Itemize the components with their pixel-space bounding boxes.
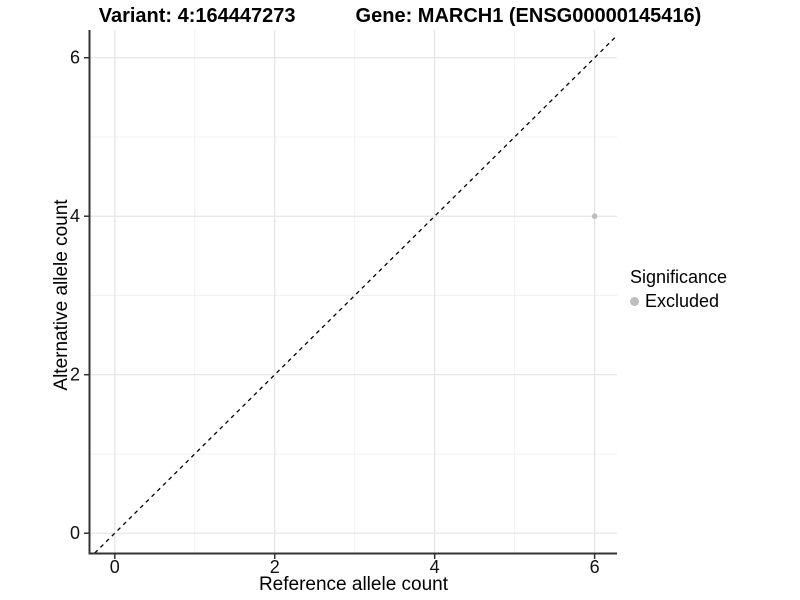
- y-tick-label: 0: [70, 523, 80, 543]
- legend-entry: Excluded: [630, 290, 727, 313]
- identity-dashed-line: [94, 35, 618, 554]
- plot-title-gene: Gene: MARCH1 (ENSG00000145416): [355, 5, 702, 27]
- y-tick-label: 2: [70, 365, 80, 385]
- x-tick-label: 2: [270, 557, 280, 577]
- x-axis-label: Reference allele count: [258, 574, 449, 595]
- plot-title-variant: Variant: 4:164447273: [98, 5, 296, 27]
- legend-title: Significance: [630, 267, 728, 287]
- data-point: [591, 213, 598, 220]
- legend-key-dot: [630, 297, 639, 306]
- x-tick-label: 4: [430, 557, 440, 577]
- plot-title: Variant: 4:164447273 Gene: MARCH1 (ENSG0…: [0, 4, 800, 28]
- legend: Significance Excluded: [630, 266, 727, 313]
- x-tick-label: 6: [590, 557, 600, 577]
- y-tick-label: 4: [70, 206, 80, 226]
- y-tick-label: 6: [70, 48, 80, 68]
- x-tick-label: 0: [110, 557, 120, 577]
- legend-entry-label: Excluded: [645, 291, 720, 311]
- y-axis-label: Alternative allele count: [51, 199, 72, 391]
